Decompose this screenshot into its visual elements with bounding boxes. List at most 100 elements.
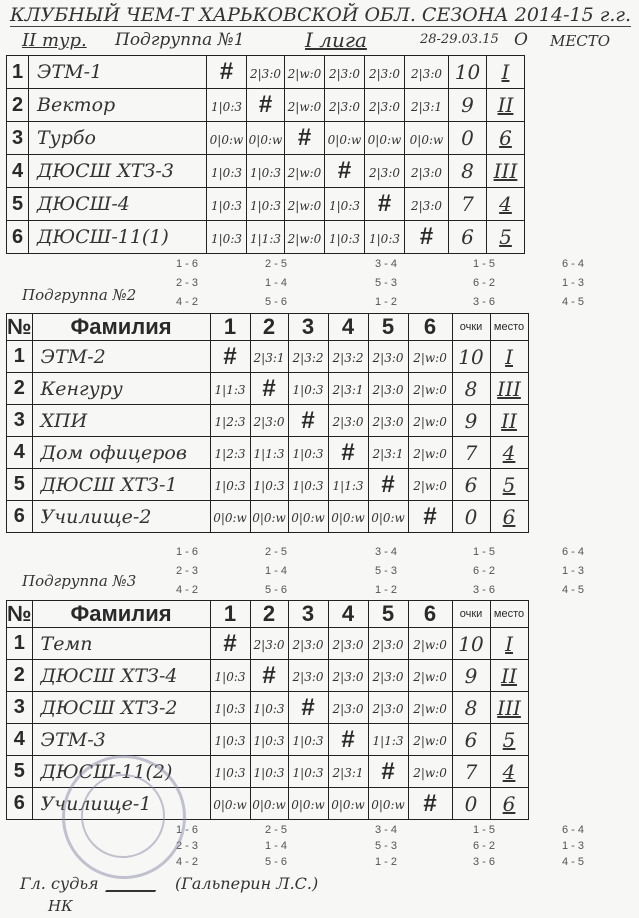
team-points: 6 bbox=[451, 468, 491, 501]
judge-name: (Гальперин Л.С.) bbox=[175, 874, 319, 893]
schedule-pair: 1 - 3 bbox=[562, 565, 585, 577]
header-opponent: 2 bbox=[249, 600, 289, 628]
row-number: 4 bbox=[6, 154, 29, 188]
row-number: 1 bbox=[6, 55, 29, 89]
schedule-pair: 2 - 3 bbox=[176, 565, 199, 577]
result-cell: 2|3:0 bbox=[327, 691, 369, 724]
header-opponent: 1 bbox=[209, 600, 251, 628]
result-cell: 2|w:0 bbox=[284, 220, 325, 254]
result-cell: 1|0:3 bbox=[324, 187, 365, 221]
self-match-mark: # bbox=[301, 693, 315, 721]
result-cell: # bbox=[287, 404, 329, 437]
self-match-mark: # bbox=[423, 502, 437, 530]
self-match-mark: # bbox=[381, 757, 395, 785]
round-label: II тур. bbox=[22, 30, 87, 51]
result-cell: 2|3:0 bbox=[367, 372, 409, 405]
header-points: очки bbox=[451, 600, 491, 628]
schedule-pair: 5 - 6 bbox=[265, 296, 288, 308]
team-points: 8 bbox=[448, 154, 487, 188]
self-match-mark: # bbox=[258, 91, 273, 118]
result-cell: 1|0:3 bbox=[287, 436, 329, 469]
team-place: 6 bbox=[489, 500, 529, 533]
header-number: № bbox=[6, 600, 33, 628]
table-row: 1 ЭТМ-1 #2|3:0 2|w:0 2|3:0 2|3:0 2|3:0 10 I bbox=[6, 55, 525, 89]
result-cell: 1|0:3 bbox=[246, 154, 285, 188]
self-match-mark: # bbox=[301, 406, 315, 434]
schedule-pair: 6 - 2 bbox=[473, 565, 496, 577]
self-match-mark: # bbox=[341, 725, 355, 753]
group-3-table: № Фамилия 1 2 3 4 5 6 очки место 1 Темп #2|3:0 2|3:0 2… bbox=[6, 600, 529, 820]
result-cell: 2|3:0 bbox=[246, 55, 285, 89]
match-result: 2|w:0 bbox=[287, 66, 322, 81]
schedule-pair: 4 - 5 bbox=[562, 296, 585, 308]
match-result: 1|0:3 bbox=[253, 734, 285, 748]
result-cell: 2|3:0 bbox=[287, 659, 329, 692]
row-number: 3 bbox=[6, 404, 33, 437]
result-cell: 2|3:0 bbox=[327, 627, 369, 660]
row-number: 4 bbox=[6, 436, 33, 469]
match-result: 1|0:3 bbox=[253, 479, 285, 493]
table-row: 5 ДЮСШ-11(2) 1|0:3 1|0:3 1|0:3 2|3:1 #2|w:0 7 4 bbox=[6, 755, 529, 788]
result-cell: # bbox=[367, 755, 409, 788]
team-place: 5 bbox=[486, 220, 525, 254]
self-match-mark: # bbox=[377, 190, 392, 217]
table-row: 4 ЭТМ-3 1|0:3 1|0:3 1|0:3 #1|1:3 2|w:0 6 5 bbox=[6, 723, 529, 756]
match-result: 1|0:3 bbox=[250, 198, 281, 213]
result-cell: 1|0:3 bbox=[287, 372, 329, 405]
group-3-label: Подгруппа №3 bbox=[22, 572, 137, 590]
result-cell: 1|0:3 bbox=[249, 691, 289, 724]
result-cell: 0|0:w bbox=[287, 787, 329, 820]
match-result: 2|3:0 bbox=[372, 415, 404, 429]
team-points: 10 bbox=[451, 340, 491, 373]
result-cell: 2|3:0 bbox=[324, 88, 365, 122]
match-result: 1|0:3 bbox=[292, 766, 324, 780]
match-result: 2|3:0 bbox=[372, 351, 404, 365]
row-number: 5 bbox=[6, 468, 33, 501]
schedule-pair: 5 - 3 bbox=[375, 277, 398, 289]
table-row: 5 ДЮСШ-4 1|0:3 1|0:3 2|w:0 1|0:3 #2|3:0 7 4 bbox=[6, 187, 525, 221]
result-cell: 1|0:3 bbox=[209, 691, 251, 724]
group-1-label: Подгруппа №1 bbox=[115, 30, 245, 50]
schedule-pair: 3 - 6 bbox=[473, 296, 496, 308]
match-result: 1|2:3 bbox=[214, 447, 246, 461]
team-points: 9 bbox=[451, 659, 491, 692]
header-row: № Фамилия 1 2 3 4 5 6 очки место bbox=[6, 313, 529, 341]
schedule-pair: 6 - 4 bbox=[562, 824, 585, 836]
row-number: 3 bbox=[6, 691, 33, 724]
table-row: 2 Вектор 1|0:3 #2|w:0 2|3:0 2|3:0 2|3:1 9 II bbox=[6, 88, 525, 122]
result-cell: # bbox=[327, 436, 369, 469]
team-name: ЭТМ-2 bbox=[31, 340, 211, 373]
match-result: 0|0:w bbox=[331, 798, 365, 812]
result-cell: 2|w:0 bbox=[284, 55, 325, 89]
result-cell: 1|0:3 bbox=[246, 187, 285, 221]
result-cell: 1|0:3 bbox=[249, 723, 289, 756]
schedule-pair: 1 - 6 bbox=[176, 258, 199, 270]
result-cell: # bbox=[209, 340, 251, 373]
table-row: 6 ДЮСШ-11(1) 1|0:3 1|1:3 2|w:0 1|0:3 1|0:3 #6 5 bbox=[6, 220, 525, 254]
match-result: 2|3:0 bbox=[253, 638, 285, 652]
group-2-label: Подгруппа №2 bbox=[22, 286, 137, 304]
result-cell: 0|0:w bbox=[367, 500, 409, 533]
schedule-pair: 4 - 2 bbox=[176, 296, 199, 308]
result-cell: 1|0:3 bbox=[287, 755, 329, 788]
match-result: 2|3:1 bbox=[253, 351, 285, 365]
result-cell: 1|0:3 bbox=[209, 659, 251, 692]
match-result: 1|0:3 bbox=[214, 670, 246, 684]
result-cell: # bbox=[284, 121, 325, 155]
match-result: 1|0:3 bbox=[292, 734, 324, 748]
team-name: ХПИ bbox=[31, 404, 211, 437]
match-result: 2|w:0 bbox=[413, 638, 447, 652]
match-result: 0|0:w bbox=[252, 798, 286, 812]
result-cell: 0|0:w bbox=[367, 787, 409, 820]
schedule-pair: 3 - 4 bbox=[375, 546, 398, 558]
result-cell: 1|1:3 bbox=[249, 436, 289, 469]
team-name: Дом офицеров bbox=[31, 436, 211, 469]
result-cell: 2|w:0 bbox=[407, 404, 453, 437]
date-label: 28-29.03.15 bbox=[420, 32, 499, 47]
result-cell: 1|2:3 bbox=[209, 436, 251, 469]
team-place: 5 bbox=[489, 468, 529, 501]
schedule-pair: 4 - 5 bbox=[562, 856, 585, 868]
match-result: 2|3:0 bbox=[292, 670, 324, 684]
schedule-pair: 2 - 3 bbox=[176, 840, 199, 852]
